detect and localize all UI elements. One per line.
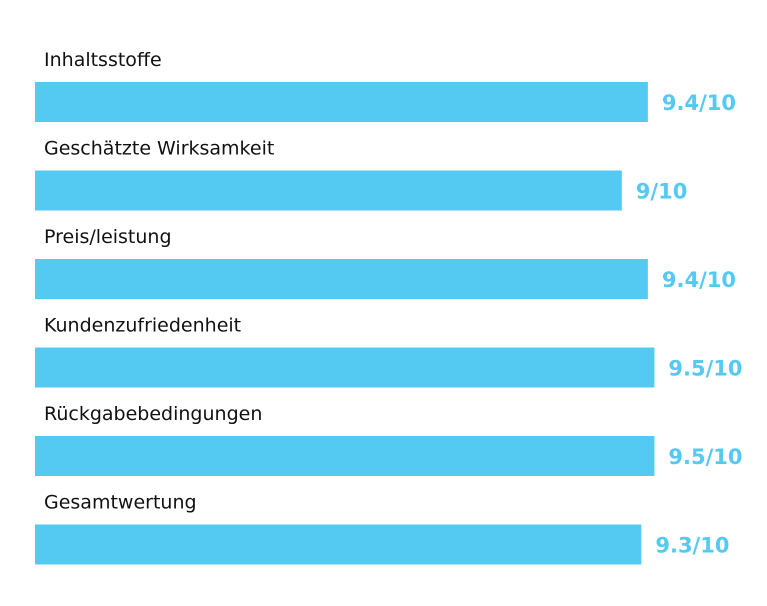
value-label: 9.4/10 [662, 268, 736, 292]
rating-bar [35, 524, 642, 565]
value-label: 9.3/10 [655, 534, 729, 558]
category-label: Kundenzufriedenheit [44, 315, 241, 337]
value-label: 9.5/10 [668, 445, 742, 469]
category-label: Inhaltsstoffe [44, 49, 162, 71]
rating-bar [35, 170, 622, 211]
value-label: 9.4/10 [662, 91, 736, 115]
rating-bar [35, 259, 648, 299]
category-label: Rückgabebedingungen [44, 403, 262, 425]
category-label: Preis/leistung [44, 226, 172, 248]
value-label: 9.5/10 [668, 357, 742, 381]
category-label: Geschätzte Wirksamkeit [44, 138, 274, 160]
value-label: 9/10 [636, 180, 688, 204]
rating-bar [35, 82, 648, 122]
rating-bar [35, 436, 655, 476]
category-label: Gesamtwertung [44, 492, 197, 514]
rating-bar [35, 347, 655, 388]
